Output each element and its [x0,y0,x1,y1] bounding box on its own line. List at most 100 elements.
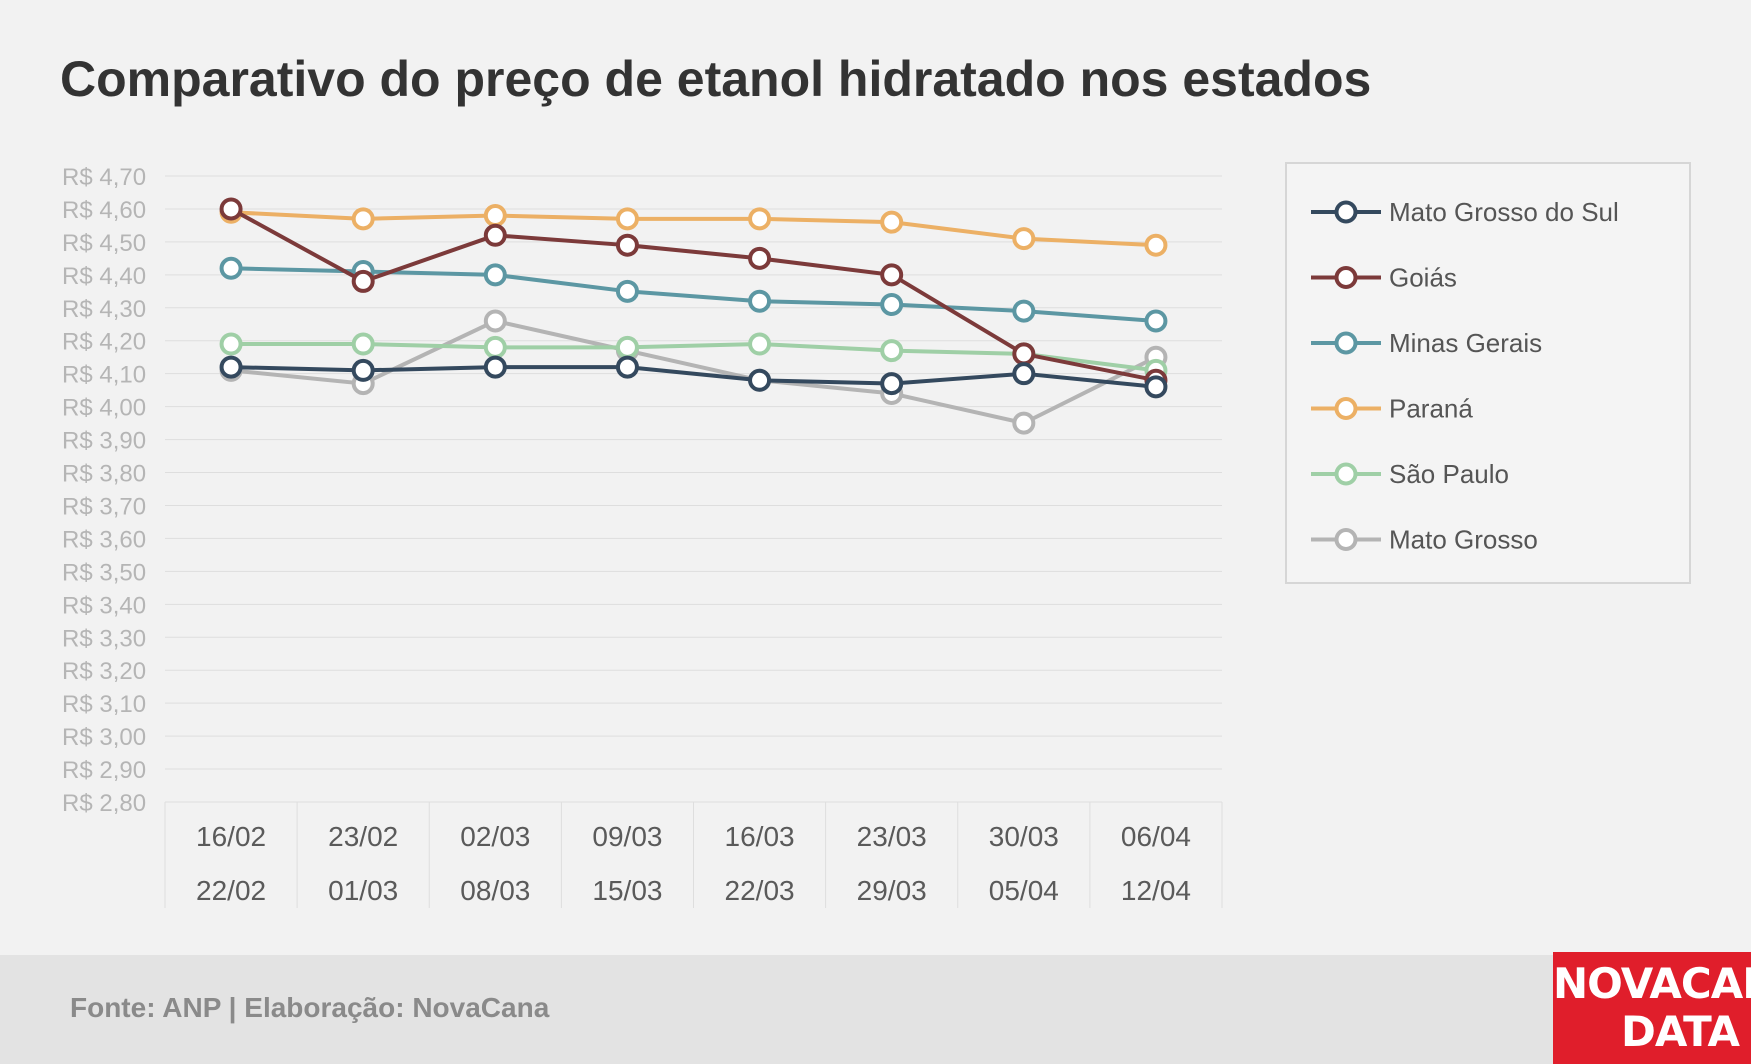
data-point [483,355,507,379]
data-point [880,339,904,363]
grid-layer [165,175,1222,803]
y-tick-label: R$ 4,00 [62,395,146,422]
data-point [483,204,507,228]
data-point [1012,299,1036,323]
series-line [231,365,1157,389]
data-point [351,358,375,382]
x-tick-label-start: 16/03 [725,821,795,852]
y-tick-label: R$ 4,30 [62,296,146,323]
y-tick-label: R$ 3,30 [62,625,146,652]
data-point [1012,342,1036,366]
y-tick-label: R$ 3,20 [62,658,146,685]
legend-item: Goiás [1311,263,1457,293]
x-axis: 16/02 22/02 23/02 01/03 02/03 08/03 09/03 15/03… [164,802,1223,908]
data-point [880,263,904,287]
data-point [219,256,243,280]
data-point [219,332,243,356]
logo-line-1: NOVACANA [1553,959,1751,1008]
x-tick-label-start: 23/02 [328,821,398,852]
series-layer [219,197,1168,435]
legend-box [1285,162,1691,584]
x-tick-label-start: 23/03 [857,821,927,852]
y-tick-label: R$ 4,20 [62,329,146,356]
y-tick-label: R$ 2,80 [62,790,146,817]
footer: Fonte: ANP | Elaboração: NovaCana [0,955,1751,1064]
data-point [1144,309,1168,333]
legend-marker [1334,397,1358,420]
x-tick-label-start: 02/03 [460,821,530,852]
y-tick-label: R$ 3,10 [62,691,146,718]
chart-title: Comparativo do preço de etanol hidratado… [60,51,1372,107]
series-minas-gerais [219,256,1168,333]
data-point [748,289,772,313]
legend-label: Mato Grosso do Sul [1389,197,1619,227]
data-point [615,355,639,379]
legend-label: Goiás [1389,263,1457,293]
data-point [1144,375,1168,399]
y-tick-label: R$ 3,90 [62,428,146,455]
data-point [1012,227,1036,251]
legend-marker [1334,266,1358,289]
legend: Mato Grosso do Sul Goiás Minas Gerais Paran… [1285,162,1691,584]
x-tick-label-end: 12/04 [1121,875,1191,906]
data-point [880,210,904,234]
data-point [615,207,639,231]
x-tick-label-start: 30/03 [989,821,1059,852]
legend-marker [1334,200,1358,224]
y-tick-label: R$ 4,10 [62,362,146,389]
data-point [880,292,904,316]
data-point [483,263,507,287]
data-point [219,197,243,221]
x-tick-label-end: 05/04 [989,875,1059,906]
line-chart: R$ 4,70 R$ 4,60 R$ 4,50 R$ 4,40 R$ 4,30 R$ 4,… [62,162,1691,908]
novacana-data-logo: NOVACANA DATA [1553,952,1751,1064]
x-tick-label-start: 16/02 [196,821,266,852]
legend-label: São Paulo [1389,459,1509,489]
y-tick-label: R$ 3,50 [62,559,146,586]
y-tick-label: R$ 4,70 [62,164,146,191]
data-point [351,332,375,356]
legend-item: Minas Gerais [1311,328,1542,358]
x-tick-label-end: 29/03 [857,875,927,906]
data-point [483,223,507,247]
series-paran- [219,200,1168,257]
legend-label: Mato Grosso [1389,525,1538,555]
legend-item: Mato Grosso [1311,525,1538,555]
y-axis: R$ 4,70 R$ 4,60 R$ 4,50 R$ 4,40 R$ 4,30 R$ 4,… [62,164,146,817]
legend-marker [1334,528,1358,551]
y-tick-label: R$ 3,00 [62,724,146,751]
data-point [615,279,639,303]
legend-label: Minas Gerais [1389,328,1542,358]
legend-label: Paraná [1389,394,1473,424]
data-point [748,368,772,392]
series-line [230,318,1157,426]
y-tick-label: R$ 3,60 [62,526,146,553]
x-tick-label-end: 22/02 [196,875,266,906]
legend-item: São Paulo [1311,459,1509,489]
y-tick-label: R$ 4,40 [62,263,146,290]
data-point [880,372,904,396]
data-point [1144,233,1168,257]
x-tick-label-end: 01/03 [328,875,398,906]
data-point [748,207,772,231]
data-point [1012,362,1036,386]
data-point [219,355,243,379]
x-tick-label-end: 22/03 [725,875,795,906]
data-point [615,233,639,257]
legend-marker [1334,462,1358,486]
data-point [615,335,639,359]
data-point [483,335,507,359]
legend-item: Paraná [1311,394,1473,424]
x-tick-label-start: 09/03 [592,821,662,852]
y-tick-label: R$ 4,60 [62,197,146,224]
data-point [1012,411,1036,435]
legend-marker [1334,331,1358,355]
logo-line-2: DATA [1620,1007,1740,1056]
x-tick-label-start: 06/04 [1121,821,1191,852]
y-tick-label: R$ 3,70 [62,493,146,520]
y-tick-label: R$ 4,50 [62,230,146,257]
series-line [230,207,1157,383]
y-tick-label: R$ 3,40 [62,592,146,619]
data-point [351,207,375,231]
data-point [351,269,375,293]
